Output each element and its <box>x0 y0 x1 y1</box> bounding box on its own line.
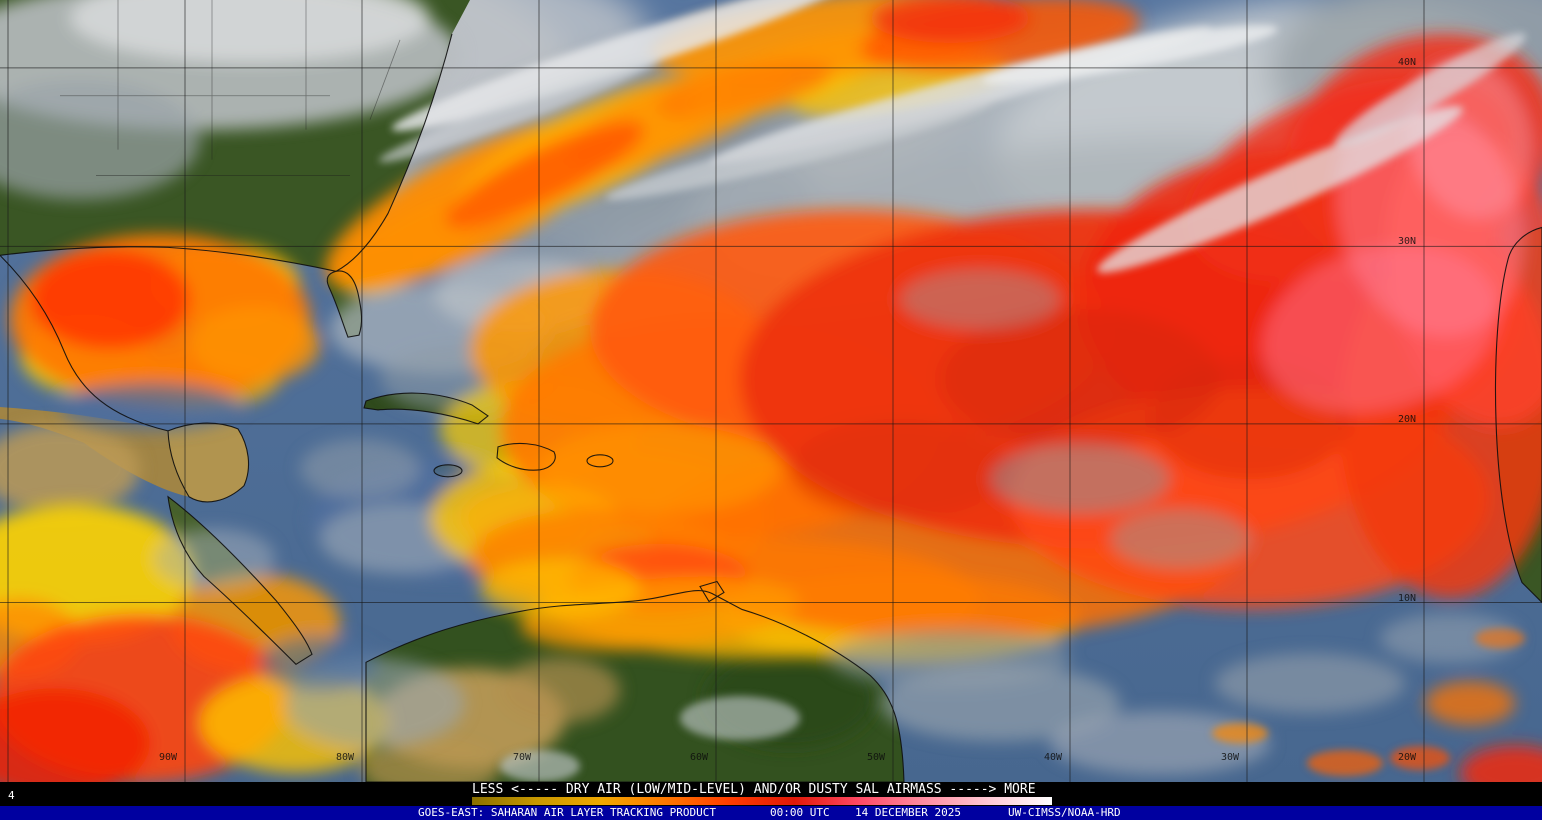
legend-colorbar <box>472 797 1052 805</box>
frame-number: 4 <box>8 789 15 802</box>
credit-label: UW-CIMSS/NOAA-HRD <box>1008 806 1121 819</box>
legend-bar: 4 LESS <----- DRY AIR (LOW/MID-LEVEL) AN… <box>0 782 1542 806</box>
terrain-tint-layer <box>0 0 875 782</box>
timestamp-date: 14 DECEMBER 2025 <box>855 806 961 819</box>
product-title: GOES-EAST: SAHARAN AIR LAYER TRACKING PR… <box>418 806 717 819</box>
graticule-layer <box>0 0 1542 782</box>
satellite-map: 40N 30N 20N 10N 90W 80W 70W 60W 50W 40W … <box>0 0 1542 782</box>
timestamp-time: 00:00 UTC <box>770 806 830 819</box>
coastline-layer <box>0 33 1542 782</box>
legend-caption: LESS <----- DRY AIR (LOW/MID-LEVEL) AND/… <box>472 782 1036 797</box>
state-border-layer <box>60 0 401 176</box>
status-bar: GOES-EAST: SAHARAN AIR LAYER TRACKING PR… <box>0 806 1542 820</box>
cloud-streak-layer <box>378 0 1526 782</box>
satellite-imagery <box>0 0 1542 782</box>
